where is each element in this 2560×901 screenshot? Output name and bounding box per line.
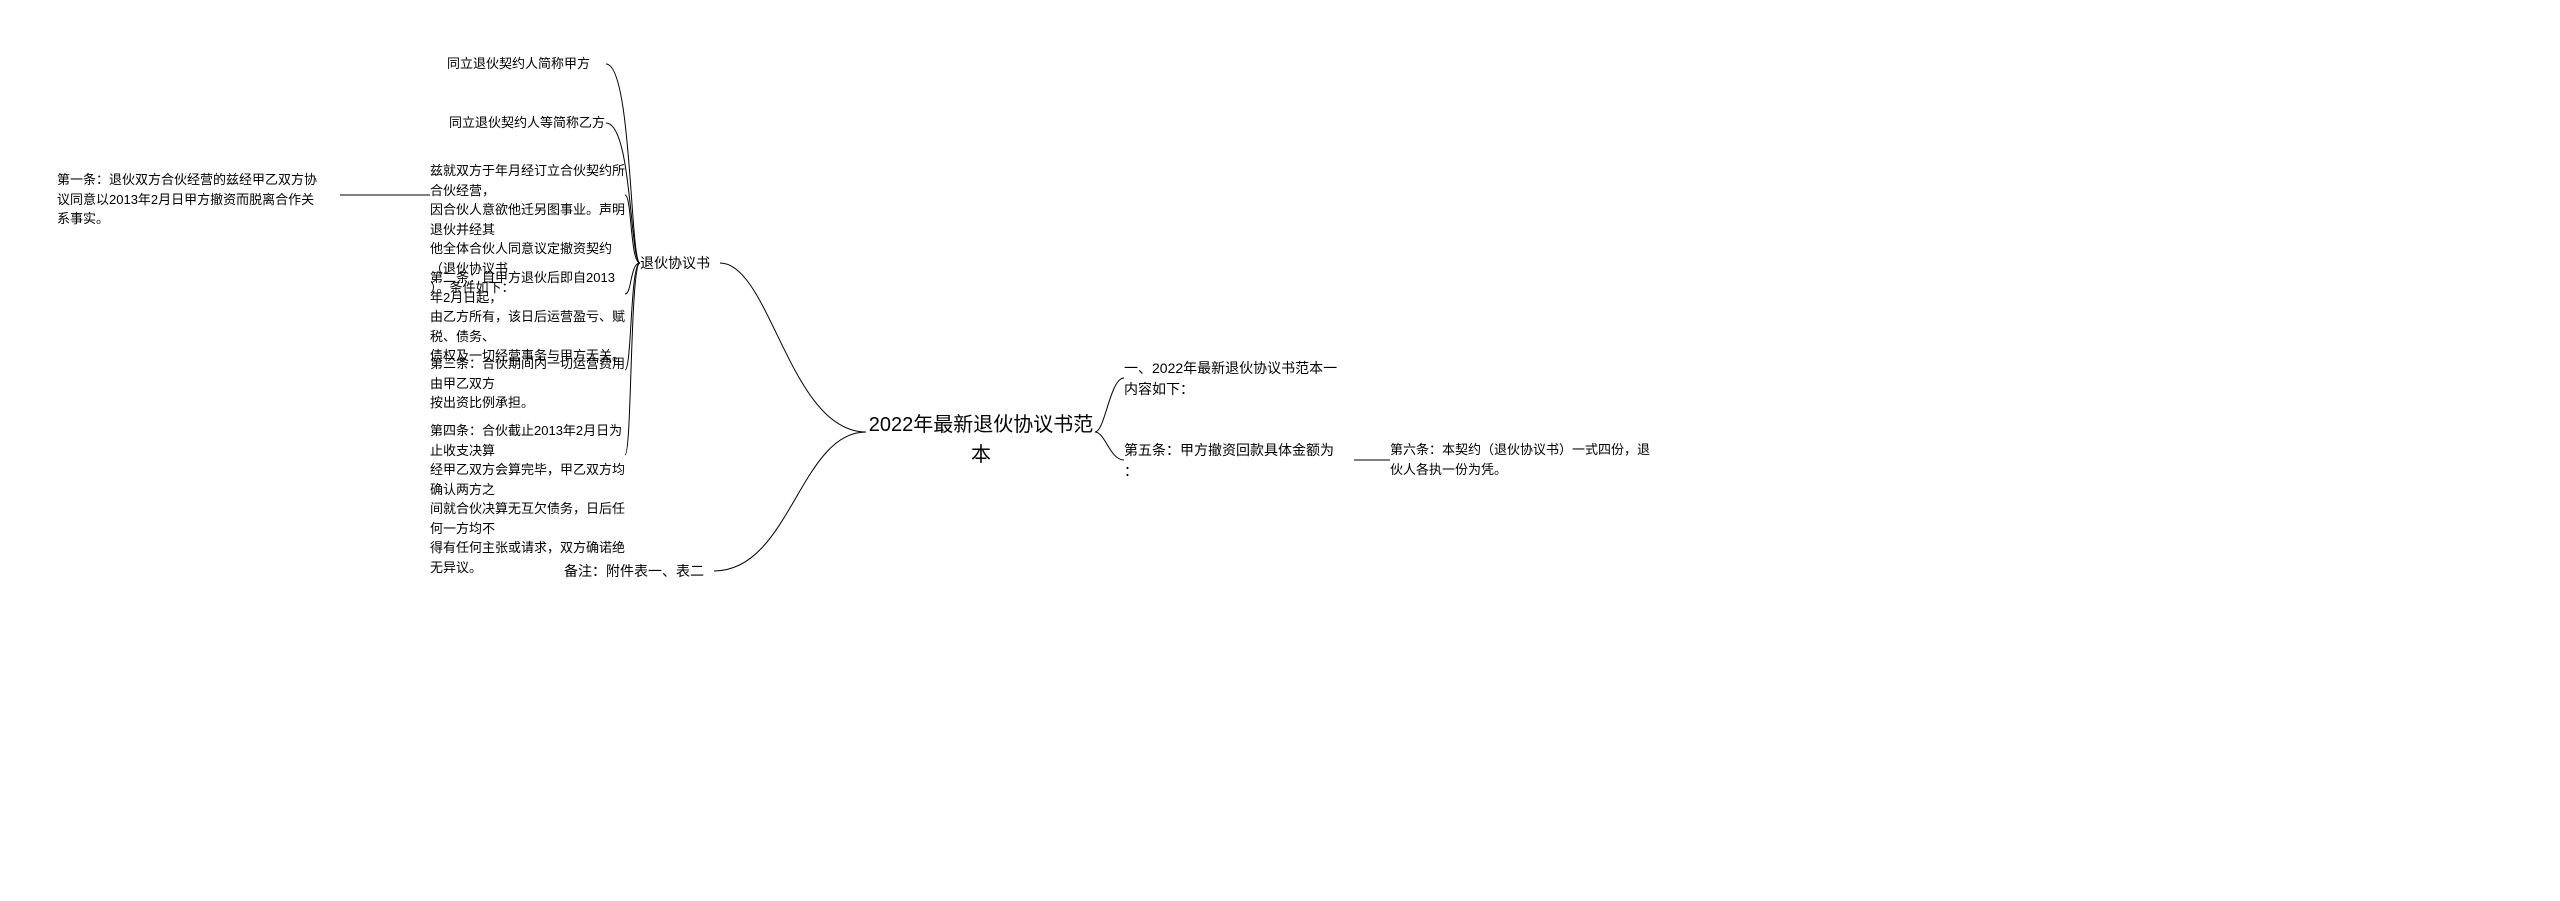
left-child-6: 第四条：合伙截止2013年2月日为止收支决算经甲乙双方会算完毕，甲乙双方均确认两… — [430, 421, 625, 577]
left-main-1: 退伙协议书 — [640, 253, 720, 274]
left-child-5-label: 第三条：合伙期间内一切运营费用由甲乙双方按出资比例承担。 — [430, 356, 625, 410]
left-child-4: 第二条：自甲方退伙后即自2013年2月日起，由乙方所有，该日后运营盈亏、赋税、债… — [430, 268, 625, 366]
left-child-1-label: 同立退伙契约人简称甲方 — [447, 56, 590, 71]
right-node-2: 第五条：甲方撤资回款具体金额为： — [1124, 440, 1354, 482]
left-child-2-label: 同立退伙契约人等简称乙方 — [449, 115, 605, 130]
right-node-1: 一、2022年最新退伙协议书范本一内容如下： — [1124, 358, 1354, 400]
right-node-2-label: 第五条：甲方撤资回款具体金额为： — [1124, 442, 1334, 479]
left-child-6-label: 第四条：合伙截止2013年2月日为止收支决算经甲乙双方会算完毕，甲乙双方均确认两… — [430, 423, 625, 575]
mindmap-root: 2022年最新退伙协议书范本 — [866, 410, 1096, 470]
right-node-2-child-label: 第六条：本契约（退伙协议书）一式四份，退伙人各执一份为凭。 — [1390, 442, 1650, 477]
right-node-2-child: 第六条：本契约（退伙协议书）一式四份，退伙人各执一份为凭。 — [1390, 440, 1670, 479]
left-main-1-label: 退伙协议书 — [640, 255, 710, 271]
root-label: 2022年最新退伙协议书范本 — [869, 414, 1094, 466]
left-child-4-label: 第二条：自甲方退伙后即自2013年2月日起，由乙方所有，该日后运营盈亏、赋税、债… — [430, 270, 625, 363]
left-child-2: 同立退伙契约人等简称乙方 — [430, 113, 605, 133]
left-grandchild-1-label: 第一条：退伙双方合伙经营的兹经甲乙双方协议同意以2013年2月日甲方撤资而脱离合… — [57, 172, 317, 226]
right-node-1-label: 一、2022年最新退伙协议书范本一内容如下： — [1124, 360, 1337, 397]
left-grandchild-1: 第一条：退伙双方合伙经营的兹经甲乙双方协议同意以2013年2月日甲方撤资而脱离合… — [57, 170, 337, 229]
left-child-1: 同立退伙契约人简称甲方 — [430, 54, 590, 74]
left-child-5: 第三条：合伙期间内一切运营费用由甲乙双方按出资比例承担。 — [430, 354, 625, 413]
